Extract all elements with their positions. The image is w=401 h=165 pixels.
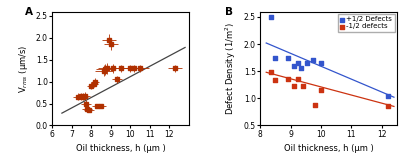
X-axis label: Oil thickness, h (μm ): Oil thickness, h (μm ) xyxy=(76,144,166,153)
Text: A: A xyxy=(25,7,33,17)
Text: $\times10^8$: $\times10^8$ xyxy=(260,0,280,4)
+1/2 Defects xyxy=(298,67,304,70)
Y-axis label: V$_{rms}$ (μm/s): V$_{rms}$ (μm/s) xyxy=(17,44,30,93)
-1/2 defects xyxy=(318,89,324,91)
+1/2 Defects xyxy=(284,56,291,59)
-1/2 defects xyxy=(300,85,306,88)
-1/2 defects xyxy=(267,71,274,74)
-1/2 defects xyxy=(295,78,302,81)
+1/2 Defects xyxy=(318,62,324,64)
-1/2 defects xyxy=(284,78,291,81)
+1/2 Defects xyxy=(310,59,316,62)
+1/2 Defects xyxy=(290,65,297,67)
Text: B: B xyxy=(225,7,233,17)
+1/2 Defects xyxy=(304,62,310,64)
-1/2 defects xyxy=(290,85,297,88)
+1/2 Defects xyxy=(267,16,274,18)
-1/2 defects xyxy=(385,105,391,108)
Y-axis label: Defect Density (1/m$^2$): Defect Density (1/m$^2$) xyxy=(224,22,238,115)
-1/2 defects xyxy=(272,79,279,82)
X-axis label: Oil thickness, h (μm ): Oil thickness, h (μm ) xyxy=(284,144,373,153)
+1/2 Defects xyxy=(272,56,279,59)
+1/2 Defects xyxy=(295,62,302,64)
-1/2 defects xyxy=(312,103,318,106)
Legend: +1/2 Defects, -1/2 defects: +1/2 Defects, -1/2 defects xyxy=(338,14,395,32)
+1/2 Defects xyxy=(385,94,391,97)
